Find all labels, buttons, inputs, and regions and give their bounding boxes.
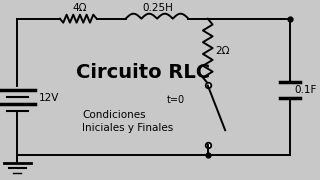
- Text: Condiciones: Condiciones: [82, 110, 146, 120]
- Text: 2Ω: 2Ω: [215, 46, 230, 56]
- Text: 4Ω: 4Ω: [72, 3, 86, 13]
- Text: t=0: t=0: [167, 95, 185, 105]
- Text: 0.1F: 0.1F: [295, 85, 317, 95]
- Text: 12V: 12V: [39, 93, 59, 103]
- Text: 0.25H: 0.25H: [142, 3, 173, 13]
- Text: Iniciales y Finales: Iniciales y Finales: [82, 123, 173, 133]
- Text: Circuito RLC: Circuito RLC: [76, 63, 210, 82]
